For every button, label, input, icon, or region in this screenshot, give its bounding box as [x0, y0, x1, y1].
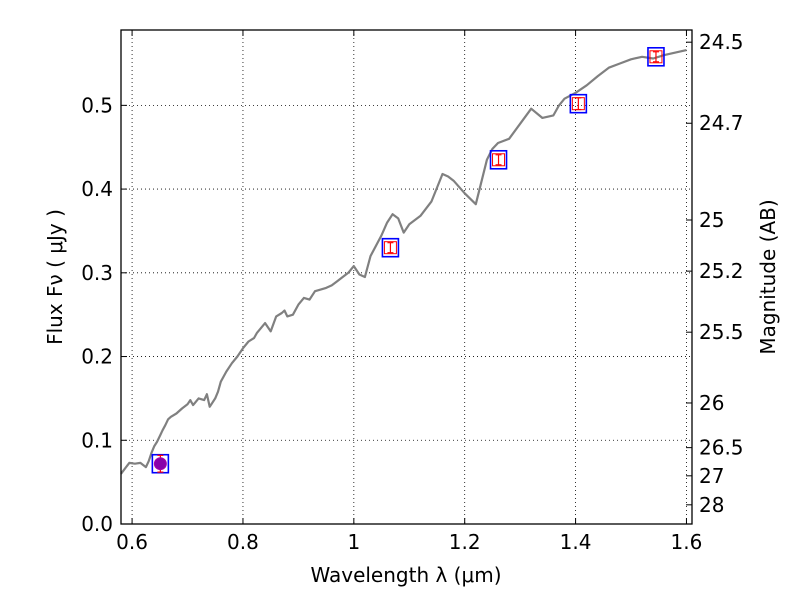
magnitude-tick-label: 24.7	[699, 111, 744, 135]
model-spectrum-layer	[120, 49, 687, 475]
model-photometry-marker	[381, 237, 400, 258]
observed-photometry-marker	[383, 241, 397, 255]
model-photometry-marker	[489, 149, 508, 170]
x-tick-label: 1.6	[671, 530, 703, 554]
magnitude-tick-label: 25.5	[699, 320, 744, 344]
magnitude-tick-label: 25	[699, 208, 724, 232]
tick-labels-layer: 0.6 0.8 1 1.2 1.4 1.6 0.0 0.1 0.2 0.3 0.4 0.5 24.5 24…	[81, 30, 743, 554]
x-tick-label: 1	[347, 530, 360, 554]
grid-lines	[121, 30, 692, 525]
magnitude-tick-label: 26.5	[699, 436, 744, 460]
x-axis-label: Wavelength λ (μm)	[310, 563, 501, 587]
magnitude-tick-label: 26	[699, 391, 724, 415]
model-photometry-marker	[569, 93, 588, 114]
model-photometry-marker	[151, 453, 170, 474]
y-tick-label: 0.4	[81, 177, 113, 201]
ticks-layer	[121, 30, 692, 525]
magnitude-tick-label: 28	[699, 493, 724, 517]
x-tick-label: 1.2	[449, 530, 481, 554]
magnitude-tick-label: 27	[699, 464, 724, 488]
model-photometry-marker	[647, 46, 665, 67]
magnitude-tick-label: 24.5	[699, 30, 744, 54]
y-axis-label: Flux Fν ( μJy )	[43, 209, 67, 345]
y-tick-label: 0.1	[81, 428, 113, 452]
model-spectrum-line	[120, 49, 687, 475]
plot-frame	[120, 29, 693, 525]
y-tick-label: 0.0	[81, 512, 113, 536]
x-tick-label: 0.6	[116, 530, 148, 554]
y-tick-label: 0.2	[81, 345, 113, 369]
y-tick-label: 0.5	[81, 93, 113, 117]
x-tick-label: 0.8	[227, 530, 259, 554]
x-tick-label: 1.4	[560, 530, 592, 554]
photometry-points-layer	[151, 46, 665, 474]
magnitude-tick-label: 25.2	[699, 259, 744, 283]
observed-photometry-marker	[153, 457, 167, 471]
observed-photometry-marker	[649, 50, 663, 64]
observed-photometry-marker	[492, 153, 506, 167]
observed-photometry-marker	[571, 97, 585, 111]
y-tick-label: 0.3	[81, 261, 113, 285]
y2-axis-label: Magnitude (AB)	[756, 199, 780, 354]
